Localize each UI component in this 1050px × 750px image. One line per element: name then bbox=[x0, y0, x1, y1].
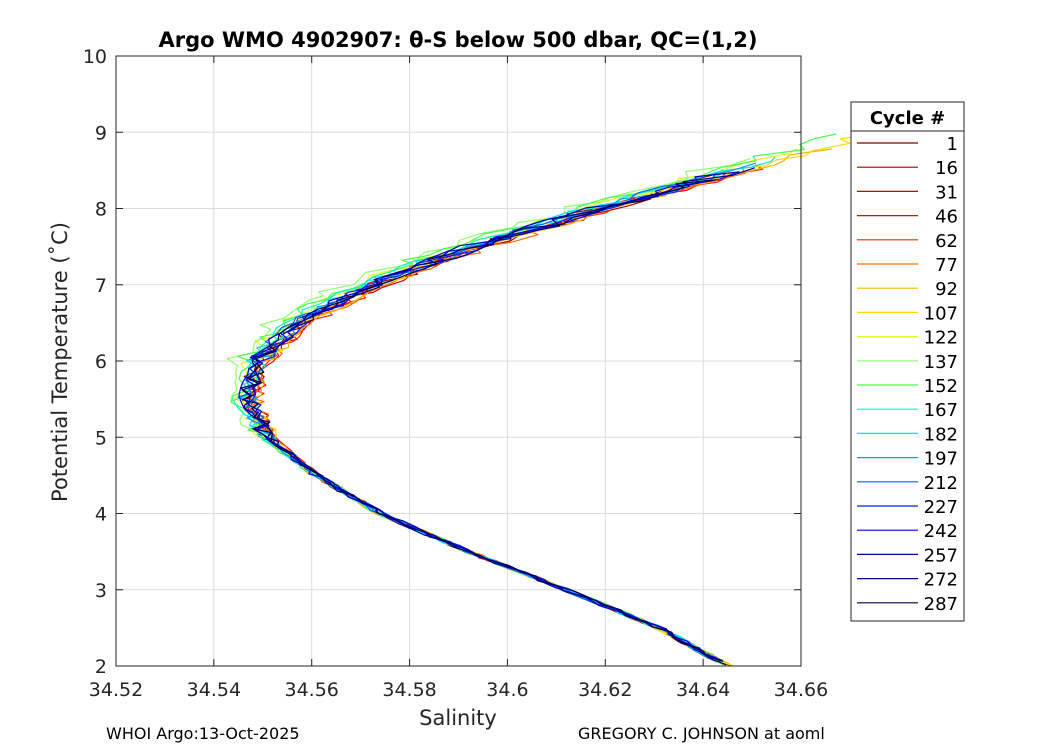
legend-label-cycle-92: 92 bbox=[935, 279, 958, 300]
x-tick-label: 34.58 bbox=[382, 679, 436, 701]
legend-label-cycle-167: 167 bbox=[924, 400, 958, 421]
profile-line-cycle-272 bbox=[241, 167, 755, 662]
legend-label-cycle-182: 182 bbox=[924, 424, 958, 445]
y-axis-label: Potential Temperature (˚C) bbox=[48, 222, 72, 502]
profile-lines bbox=[226, 131, 889, 667]
y-tick-label: 9 bbox=[95, 122, 107, 144]
plot-area: 34.52 34.54 34.56 34.58 34.6 34.62 34.64 34.66 2… bbox=[83, 46, 889, 701]
legend-label-cycle-62: 62 bbox=[935, 231, 958, 252]
x-tick-label: 34.62 bbox=[578, 679, 632, 701]
legend-label-cycle-137: 137 bbox=[924, 352, 958, 373]
legend-label-cycle-272: 272 bbox=[924, 570, 958, 591]
legend-label-cycle-197: 197 bbox=[924, 449, 958, 470]
legend-label-cycle-77: 77 bbox=[935, 255, 958, 276]
legend-label-cycle-242: 242 bbox=[924, 521, 958, 542]
footer-source-date: WHOI Argo:13-Oct-2025 bbox=[106, 724, 300, 743]
x-tick-label: 34.66 bbox=[774, 679, 828, 701]
legend-label-cycle-31: 31 bbox=[935, 182, 958, 203]
y-tick-label: 5 bbox=[95, 427, 107, 449]
legend-label-cycle-212: 212 bbox=[924, 473, 958, 494]
legend-label-cycle-16: 16 bbox=[935, 158, 958, 179]
legend-box bbox=[850, 101, 965, 622]
legend: Cycle # 11631466277921071221371521671821… bbox=[850, 101, 965, 622]
x-tick-label: 34.54 bbox=[187, 679, 241, 701]
y-tick-label: 7 bbox=[95, 275, 107, 297]
legend-title: Cycle # bbox=[870, 108, 945, 129]
profile-line-cycle-122 bbox=[233, 148, 798, 665]
axis-ticks: 34.52 34.54 34.56 34.58 34.6 34.62 34.64 34.66 2… bbox=[83, 46, 828, 701]
legend-label-cycle-122: 122 bbox=[924, 328, 958, 349]
chart-title: Argo WMO 4902907: θ-S below 500 dbar, QC… bbox=[159, 28, 758, 52]
legend-label-cycle-107: 107 bbox=[924, 303, 958, 324]
legend-label-cycle-46: 46 bbox=[935, 207, 958, 228]
legend-label-cycle-152: 152 bbox=[924, 376, 958, 397]
legend-label-cycle-257: 257 bbox=[924, 545, 958, 566]
profile-line-cycle-287 bbox=[240, 179, 727, 666]
x-axis-label: Salinity bbox=[419, 706, 497, 730]
y-tick-label: 2 bbox=[95, 656, 107, 678]
footer-author: GREGORY C. JOHNSON at aoml bbox=[578, 724, 825, 743]
y-tick-label: 8 bbox=[95, 199, 107, 221]
legend-items: 1 16 31 46 62 77 92 107 122 137 152 167 182 197 212 227… bbox=[857, 134, 958, 615]
y-tick-label: 3 bbox=[95, 580, 107, 602]
x-tick-label: 34.56 bbox=[285, 679, 339, 701]
x-tick-label: 34.6 bbox=[486, 679, 528, 701]
y-tick-label: 4 bbox=[95, 504, 107, 526]
legend-label-cycle-287: 287 bbox=[924, 594, 958, 615]
x-tick-label: 34.52 bbox=[89, 679, 143, 701]
legend-label-cycle-227: 227 bbox=[924, 497, 958, 518]
legend-label-cycle-1: 1 bbox=[947, 134, 958, 155]
x-tick-label: 34.64 bbox=[676, 679, 730, 701]
y-tick-label: 6 bbox=[95, 351, 107, 373]
y-tick-label: 10 bbox=[83, 46, 107, 68]
